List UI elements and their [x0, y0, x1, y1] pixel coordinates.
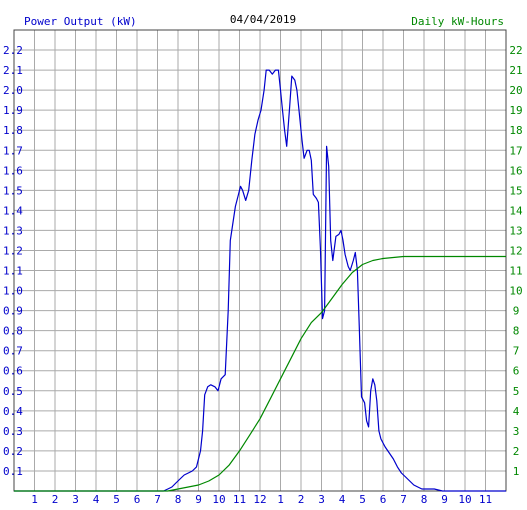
x-tick-label: 2	[298, 493, 305, 506]
daily-kwh-line	[14, 255, 506, 492]
grid-lines	[14, 30, 506, 491]
x-tick-label: 7	[154, 493, 161, 506]
left-tick-label: 1.7	[3, 144, 23, 157]
right-tick-label: 22	[509, 44, 522, 57]
x-tick-label: 6	[134, 493, 141, 506]
left-tick-label: 0.3	[3, 425, 23, 438]
left-axis-title: Power Output (kW)	[24, 15, 137, 28]
chart-title: 04/04/2019	[230, 13, 296, 26]
left-tick-label: 0.9	[3, 305, 23, 318]
x-tick-label: 4	[93, 493, 100, 506]
x-tick-label: 1	[31, 493, 38, 506]
plot-frame	[13, 29, 507, 492]
right-tick-label: 16	[509, 164, 522, 177]
power-output-line	[14, 69, 506, 492]
left-tick-label: 0.4	[3, 405, 23, 418]
x-tick-label: 3	[318, 493, 325, 506]
left-tick-label: 0.5	[3, 385, 23, 398]
left-tick-label: 2.2	[3, 44, 23, 57]
right-tick-label: 5	[513, 385, 520, 398]
left-tick-label: 1.8	[3, 124, 23, 137]
x-tick-label: 5	[359, 493, 366, 506]
left-tick-label: 1.1	[3, 265, 23, 278]
x-tick-label: 10	[212, 493, 225, 506]
right-tick-label: 14	[509, 204, 523, 217]
right-tick-label: 4	[513, 405, 520, 418]
right-tick-label: 10	[509, 285, 522, 298]
left-tick-label: 2.0	[3, 84, 23, 97]
left-tick-label: 1.5	[3, 184, 23, 197]
x-tick-label: 2	[52, 493, 59, 506]
x-tick-label: 9	[195, 493, 202, 506]
right-tick-label: 1	[513, 465, 520, 478]
right-tick-label: 2	[513, 445, 520, 458]
right-tick-label: 13	[509, 224, 522, 237]
left-tick-label: 2.1	[3, 64, 23, 77]
left-tick-label: 0.6	[3, 365, 23, 378]
right-tick-label: 19	[509, 104, 522, 117]
right-tick-label: 8	[513, 325, 520, 338]
right-tick-label: 21	[509, 64, 522, 77]
left-tick-label: 0.2	[3, 445, 23, 458]
left-tick-label: 1.4	[3, 204, 23, 217]
left-tick-label: 0.1	[3, 465, 23, 478]
left-tick-label: 1.0	[3, 285, 23, 298]
series-layer	[14, 69, 506, 492]
x-tick-label: 8	[421, 493, 428, 506]
left-tick-label: 0.8	[3, 325, 23, 338]
x-tick-label: 11	[479, 493, 492, 506]
right-tick-label: 12	[509, 244, 522, 257]
x-tick-label: 5	[113, 493, 120, 506]
right-tick-label: 18	[509, 124, 522, 137]
x-tick-label: 6	[380, 493, 387, 506]
right-tick-label: 20	[509, 84, 522, 97]
right-tick-label: 6	[513, 365, 520, 378]
x-tick-label: 10	[458, 493, 471, 506]
x-tick-label: 9	[441, 493, 448, 506]
x-tick-label: 8	[175, 493, 182, 506]
x-tick-label: 12	[253, 493, 266, 506]
right-axis-title: Daily kW-Hours	[411, 15, 504, 28]
right-tick-label: 17	[509, 144, 522, 157]
x-axis-ticks: 1 2 3 4 5 6 7 8 9 10 11 12 1 2 3 4 5 6 7 8 9 10 11	[31, 493, 492, 506]
right-tick-label: 3	[513, 425, 520, 438]
right-tick-label: 11	[509, 265, 522, 278]
right-tick-label: 7	[513, 345, 520, 358]
right-tick-label: 9	[513, 305, 520, 318]
x-tick-label: 7	[400, 493, 407, 506]
left-tick-label: 0.7	[3, 345, 23, 358]
x-tick-label: 1	[277, 493, 284, 506]
x-tick-label: 3	[72, 493, 79, 506]
left-tick-label: 1.3	[3, 224, 23, 237]
left-axis-ticks: 0.1 0.2 0.3 0.4 0.5 0.6 0.7 0.8 0.9 1.0 1.1 1.2 1.3 1…	[3, 44, 23, 478]
left-tick-label: 1.2	[3, 244, 23, 257]
x-tick-label: 11	[233, 493, 246, 506]
x-tick-label: 4	[339, 493, 346, 506]
right-tick-label: 15	[509, 184, 522, 197]
left-tick-label: 1.9	[3, 104, 23, 117]
left-tick-label: 1.6	[3, 164, 23, 177]
